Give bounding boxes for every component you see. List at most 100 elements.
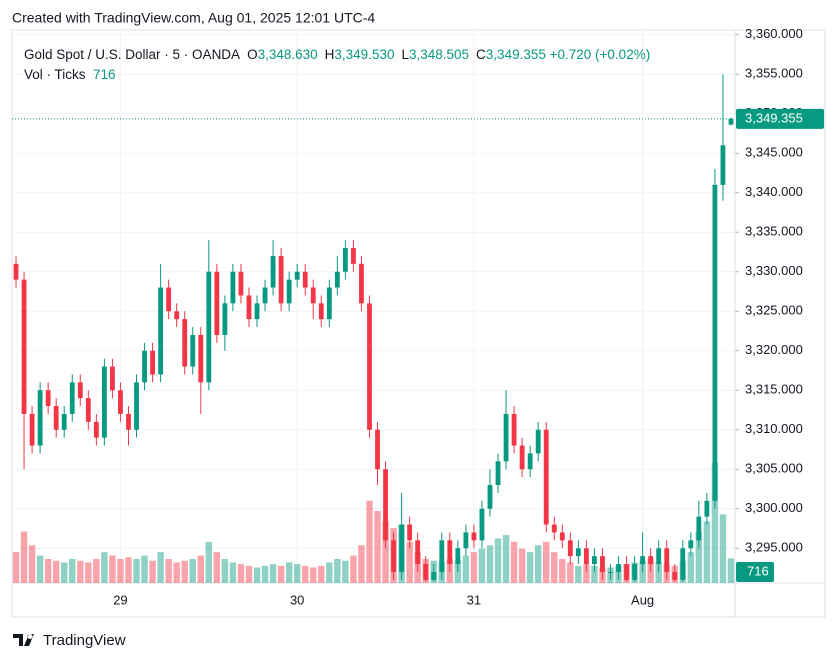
volume-bar bbox=[551, 552, 558, 583]
candle-body bbox=[29, 413, 35, 446]
y-tick-label: 3,320.000 bbox=[745, 342, 803, 357]
candle-body bbox=[13, 263, 19, 280]
volume-bar bbox=[277, 565, 285, 583]
candle-body bbox=[150, 350, 155, 375]
volume-bar bbox=[583, 564, 590, 583]
candle-body bbox=[246, 295, 252, 320]
candle-body bbox=[664, 548, 670, 572]
volume-bar bbox=[382, 521, 389, 583]
candle-body bbox=[632, 564, 637, 580]
y-tick-label: 3,355.000 bbox=[745, 66, 803, 81]
candle-body bbox=[495, 461, 501, 486]
candle-body bbox=[230, 271, 236, 304]
candle-body bbox=[326, 287, 332, 320]
candle-body bbox=[286, 279, 292, 304]
legend-value: 3,348.505 bbox=[408, 47, 470, 62]
created-with: Created with TradingView.com, Aug 01, 20… bbox=[12, 10, 375, 26]
candle-body bbox=[447, 540, 453, 565]
candle-body bbox=[551, 524, 557, 533]
volume-bar bbox=[149, 560, 156, 583]
candle-body bbox=[616, 564, 621, 572]
candle-body bbox=[479, 508, 485, 541]
y-tick-label: 3,345.000 bbox=[745, 145, 803, 160]
volume-bar bbox=[655, 562, 662, 583]
volume-bar bbox=[253, 567, 261, 583]
legend-key: L bbox=[401, 47, 409, 62]
volume-bar bbox=[197, 555, 204, 583]
ohlc: O3,348.630 H3,349.530 L3,348.505 C3,349.355 bbox=[240, 47, 546, 62]
volume-bar bbox=[285, 562, 293, 583]
grid bbox=[12, 30, 735, 583]
y-tick-label: 3,340.000 bbox=[745, 184, 803, 199]
volume-bar bbox=[302, 565, 309, 583]
candle-body bbox=[302, 271, 308, 288]
candle-body bbox=[535, 429, 541, 454]
volume-row: Vol · Ticks 716 bbox=[24, 65, 650, 85]
y-tick-label: 3,295.000 bbox=[745, 540, 803, 555]
legend-row: Gold Spot / U.S. Dollar · 5 · OANDA O3,34… bbox=[24, 45, 650, 65]
volume-bar bbox=[318, 565, 325, 583]
candle-body bbox=[463, 532, 469, 549]
candle-body bbox=[53, 406, 59, 430]
x-tick-label: Aug bbox=[631, 592, 654, 607]
candle-body bbox=[270, 255, 276, 288]
candle-body bbox=[608, 571, 613, 573]
candle-body bbox=[592, 556, 597, 565]
candle-body bbox=[310, 287, 316, 304]
candle-body bbox=[166, 287, 172, 312]
candle-body bbox=[519, 445, 525, 470]
volume-bar bbox=[334, 559, 341, 583]
candle-body bbox=[134, 382, 139, 430]
candle-body bbox=[640, 556, 646, 565]
volume-bar bbox=[61, 562, 68, 583]
candle-body bbox=[567, 540, 573, 557]
change: +0.720 (+0.02%) bbox=[549, 47, 651, 62]
candle-body bbox=[375, 429, 380, 470]
last-price-badge bbox=[736, 108, 824, 129]
volume-bar bbox=[719, 514, 727, 583]
volume-bar bbox=[543, 541, 550, 583]
volume-bar bbox=[494, 538, 502, 583]
candle-body bbox=[624, 564, 629, 580]
volume-bar bbox=[85, 562, 92, 583]
volume-bar bbox=[711, 463, 719, 583]
legend-value: 3,349.530 bbox=[334, 47, 395, 62]
candle-body bbox=[455, 548, 461, 565]
candle-body bbox=[318, 303, 324, 320]
volume-bar bbox=[518, 548, 526, 583]
candle-body bbox=[688, 540, 694, 549]
frame bbox=[11, 29, 826, 618]
volume-bar bbox=[534, 545, 542, 583]
volume-bar bbox=[181, 560, 188, 583]
candle-body bbox=[487, 485, 493, 509]
candle-body bbox=[342, 248, 348, 272]
candle-body bbox=[575, 548, 581, 557]
volume-bar bbox=[157, 552, 164, 583]
volume-bar bbox=[93, 559, 100, 583]
volume-bar bbox=[478, 548, 486, 583]
y-tick-label: 3,325.000 bbox=[745, 303, 803, 318]
volume-bar bbox=[293, 564, 301, 583]
candle-body bbox=[142, 350, 147, 383]
candle-body bbox=[391, 540, 396, 572]
volume-bar bbox=[350, 555, 357, 583]
candle-body bbox=[278, 255, 284, 304]
candle-body bbox=[214, 271, 220, 335]
volume-bar bbox=[406, 541, 413, 583]
volume-bar bbox=[510, 541, 518, 583]
volume-bar bbox=[44, 559, 52, 583]
volume-bar bbox=[189, 559, 196, 583]
volume-bar bbox=[486, 545, 494, 583]
volume-bar bbox=[462, 555, 470, 583]
volume-bar bbox=[69, 559, 76, 583]
candle-body bbox=[503, 413, 509, 462]
volume-bar bbox=[173, 562, 180, 583]
candle-body bbox=[294, 271, 300, 280]
candle-body bbox=[21, 279, 27, 414]
y-tick-label: 3,310.000 bbox=[745, 421, 803, 436]
legend-value: 3,348.630 bbox=[257, 47, 318, 62]
candle-body bbox=[85, 398, 91, 422]
volume-bar bbox=[245, 565, 253, 583]
candle-body bbox=[431, 571, 437, 580]
